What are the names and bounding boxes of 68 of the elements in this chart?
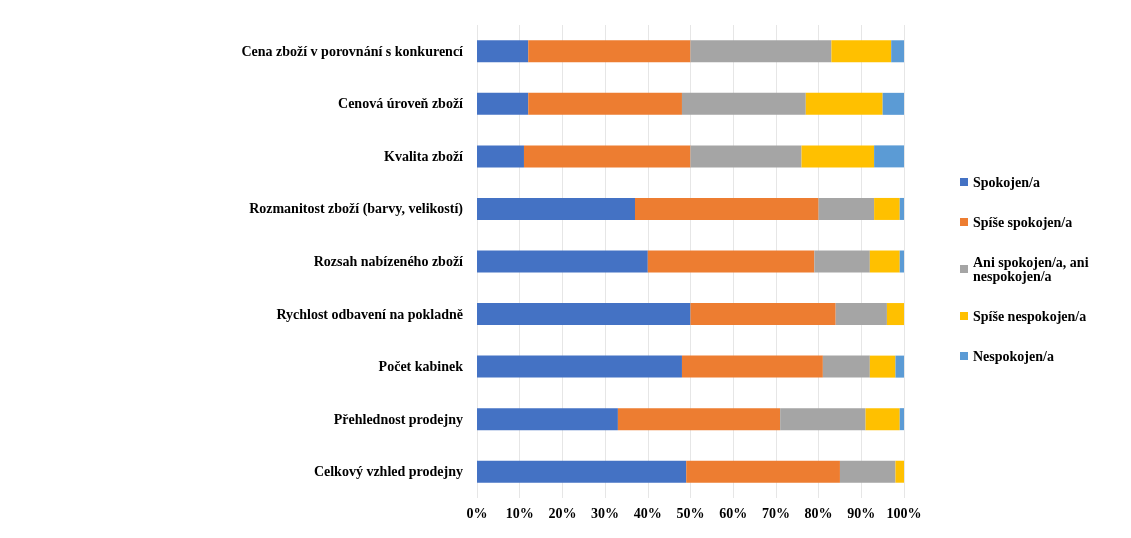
bar [528, 92, 682, 115]
bar [477, 92, 529, 115]
bar [477, 250, 648, 273]
bar [477, 408, 618, 431]
x-tick-label: 20% [548, 505, 577, 521]
legend-label: Ani spokojen/a, ani nespokojen/a [973, 254, 1093, 284]
bar [835, 303, 887, 326]
bar [822, 355, 870, 378]
bar [477, 460, 687, 483]
bar [869, 250, 900, 273]
bar [899, 408, 904, 431]
x-tick-label: 10% [505, 505, 534, 521]
x-tick-label: 90% [847, 505, 876, 521]
bar [681, 92, 806, 115]
bar [874, 197, 900, 220]
bar [801, 145, 875, 168]
bar [831, 40, 892, 63]
bar [886, 303, 904, 326]
bar [634, 197, 819, 220]
bar [523, 145, 691, 168]
bar [895, 460, 904, 483]
bar [477, 40, 529, 63]
legend-label: Spíše nespokojen/a [973, 308, 1087, 324]
bar [477, 197, 635, 220]
bar [891, 40, 904, 63]
x-tick-label: 60% [719, 505, 748, 521]
bar [690, 40, 832, 63]
legend-label: Spíše spokojen/a [973, 214, 1073, 230]
y-tick-label: Cenová úroveň zboží [338, 96, 465, 112]
bar [882, 92, 904, 115]
x-tick-label: 70% [761, 505, 790, 521]
bar [805, 92, 883, 115]
bar [690, 303, 836, 326]
x-tick-label: 50% [676, 505, 705, 521]
bar [839, 460, 896, 483]
legend-label: Spokojen/a [973, 174, 1040, 190]
y-tick-label: Rychlost odbavení na pokladně [276, 306, 463, 322]
x-tick-label: 0% [466, 505, 488, 521]
y-tick-label: Rozsah nabízeného zboží [313, 254, 465, 269]
bar [780, 408, 866, 431]
bar [814, 250, 870, 273]
bar [477, 355, 682, 378]
bar [874, 145, 904, 168]
y-tick-label: Rozmanitost zboží (barvy, velikostí) [249, 201, 464, 218]
legend-label: Nespokojen/a [973, 348, 1054, 364]
bar [899, 250, 904, 273]
bar [869, 355, 896, 378]
x-tick-label: 30% [591, 505, 620, 521]
x-tick-label: 40% [633, 505, 662, 521]
bar [899, 197, 904, 220]
bar [865, 408, 900, 431]
bar [477, 303, 691, 326]
x-tick-label: 100% [886, 505, 922, 521]
bar [818, 197, 875, 220]
bar [647, 250, 815, 273]
y-tick-label: Přehlednost prodejny [333, 411, 463, 427]
bar [477, 145, 524, 168]
bar [528, 40, 691, 63]
y-tick-label: Počet kabinek [378, 359, 464, 375]
y-tick-label: Celkový vzhled prodejny [313, 464, 463, 480]
x-tick-label: 80% [804, 505, 833, 521]
bar [686, 460, 840, 483]
bar [617, 408, 781, 431]
y-tick-label: Cena zboží v porovnání s konkurencí [241, 43, 465, 59]
bar [895, 355, 904, 378]
y-tick-label: Kvalita zboží [384, 148, 465, 164]
bar [690, 145, 802, 168]
bar [681, 355, 823, 378]
